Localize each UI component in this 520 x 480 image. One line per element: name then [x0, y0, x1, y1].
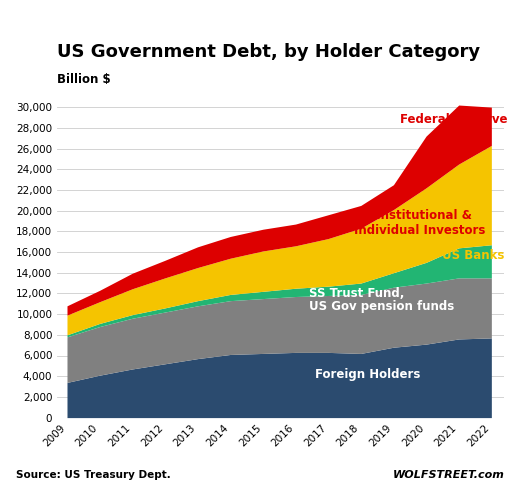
Text: US Gov pension funds: US Gov pension funds	[308, 300, 454, 313]
Text: Individual Investors: Individual Investors	[354, 224, 486, 237]
Text: US Institutional &: US Institutional &	[354, 209, 472, 222]
Text: Federal Reserve: Federal Reserve	[400, 113, 508, 126]
Text: Source: US Treasury Dept.: Source: US Treasury Dept.	[16, 469, 171, 480]
Text: WOLFSTREET.com: WOLFSTREET.com	[393, 469, 504, 480]
Text: US Government Debt, by Holder Category: US Government Debt, by Holder Category	[57, 43, 480, 61]
Text: SS Trust Fund,: SS Trust Fund,	[308, 287, 404, 300]
Text: US Banks: US Banks	[443, 249, 505, 262]
Text: Billion $: Billion $	[57, 73, 111, 86]
Text: Foreign Holders: Foreign Holders	[315, 368, 421, 381]
